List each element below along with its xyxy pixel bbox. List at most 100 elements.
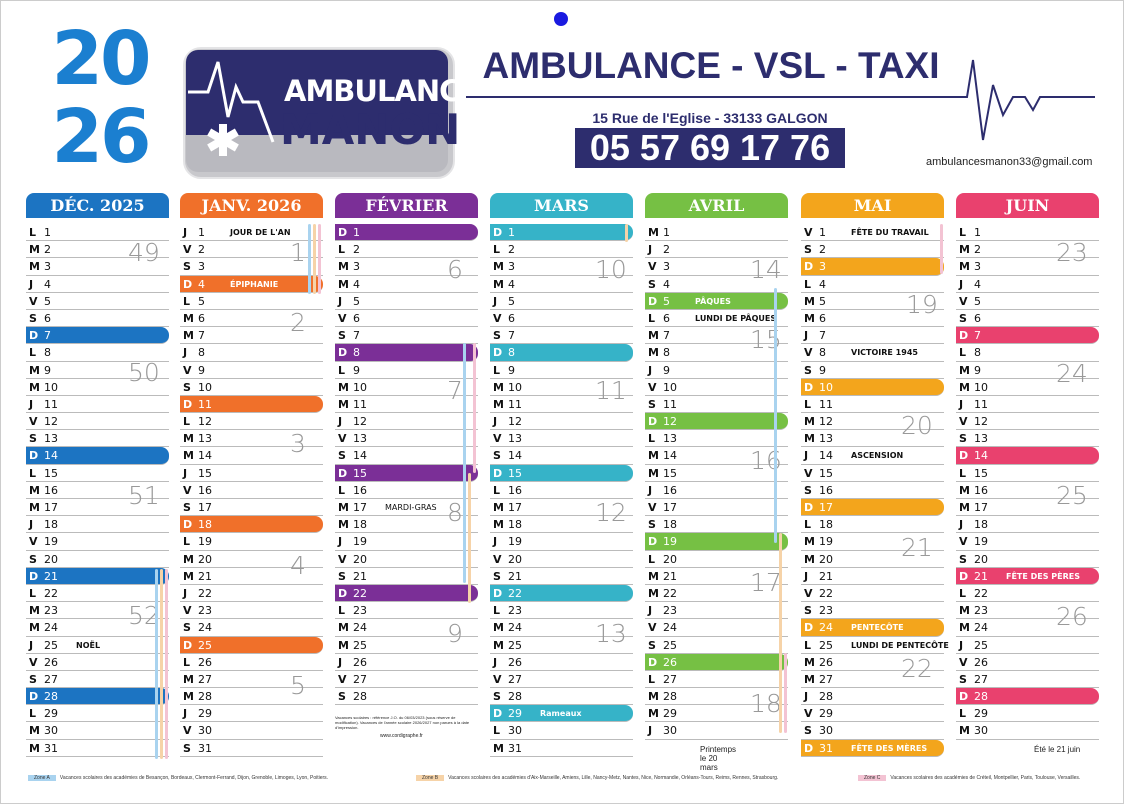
- week-number: 18: [750, 689, 782, 718]
- day-row: S 18: [645, 516, 788, 534]
- month-title: MARS: [490, 193, 633, 218]
- week-number: 25: [1056, 481, 1088, 510]
- day-row: V 15: [801, 465, 944, 482]
- day-row: D 14: [956, 447, 1099, 465]
- vacation-zone-c-bar: [473, 343, 476, 473]
- day-row: M 12: [801, 413, 944, 431]
- day-row: J 22: [180, 585, 323, 603]
- zone-a-legend: Zone A Vacances scolaires des académies d…: [28, 775, 328, 781]
- day-row: L 23: [335, 602, 478, 620]
- day-row: M 23: [956, 602, 1099, 620]
- day-row: L 27: [645, 671, 788, 689]
- month-title: FÉVRIER: [335, 193, 478, 218]
- day-row: M 11: [490, 396, 633, 414]
- day-row: D 22: [490, 584, 633, 603]
- day-row: L 29: [956, 705, 1099, 723]
- week-number: 22: [901, 654, 933, 683]
- day-row: L 19: [180, 533, 323, 551]
- day-row: M 28: [180, 688, 323, 706]
- day-row: M 21: [645, 568, 788, 585]
- day-row: J 25: [956, 637, 1099, 654]
- day-row: V 27: [490, 671, 633, 689]
- month-title: JUIN: [956, 193, 1099, 218]
- week-number: 21: [901, 533, 933, 562]
- day-row: J 26: [490, 654, 633, 671]
- week-number: 50: [128, 358, 160, 387]
- day-row: L 11: [801, 396, 944, 414]
- day-row: M 14: [645, 447, 788, 465]
- day-row: D 22: [335, 584, 478, 603]
- week-number: 20: [901, 411, 933, 440]
- day-row: M 20: [801, 551, 944, 568]
- day-row: S 23: [801, 602, 944, 620]
- day-row: J 16: [645, 482, 788, 499]
- vacation-zone-b-bar: [779, 533, 782, 733]
- day-row: J 12: [490, 413, 633, 431]
- day-row: V 30: [180, 722, 323, 740]
- day-row: M 10: [490, 379, 633, 396]
- day-row: J 11: [26, 396, 169, 414]
- star-of-life-icon: [188, 61, 275, 156]
- vacation-zone-a-bar: [155, 569, 158, 759]
- day-row: L 16: [490, 482, 633, 499]
- day-row: S 11: [645, 396, 788, 414]
- day-row: D 11: [180, 395, 323, 414]
- day-row: D 17: [801, 499, 944, 517]
- day-row: V 13: [335, 430, 478, 448]
- day-row: V 19: [956, 533, 1099, 551]
- day-row: V 22: [801, 585, 944, 603]
- week-number: 2: [290, 308, 306, 337]
- pin-hole: [554, 12, 568, 26]
- day-row: L 29: [26, 705, 169, 723]
- day-row: J 14 ASCENSION: [801, 447, 944, 465]
- ete-note: Été le 21 juin: [1034, 745, 1081, 754]
- day-row: M 30: [956, 722, 1099, 740]
- vacation-zone-b-bar: [625, 224, 628, 242]
- header-address: 15 Rue de l'Eglise - 33133 GALGON: [592, 110, 828, 126]
- day-row: S 13: [956, 430, 1099, 448]
- day-row: V 17: [645, 499, 788, 517]
- day-row: M 23: [26, 602, 169, 620]
- week-number: 17: [750, 568, 782, 597]
- day-row: M 13: [801, 430, 944, 448]
- day-row: L 22: [26, 585, 169, 603]
- day-row: M 20: [180, 551, 323, 568]
- day-row: D 24 PENTECÔTE: [801, 619, 944, 637]
- day-row: S 27: [956, 671, 1099, 689]
- vacation-zone-c-bar: [318, 224, 321, 294]
- week-number: 26: [1056, 602, 1088, 631]
- header-title: AMBULANCE - VSL - TAXI: [482, 45, 940, 86]
- day-row: M 18: [490, 516, 633, 534]
- day-row: L 15: [956, 465, 1099, 482]
- day-row: L 15: [26, 465, 169, 482]
- day-row: M 16: [956, 482, 1099, 499]
- day-row: M 13: [180, 430, 323, 448]
- day-row: V 10: [645, 379, 788, 396]
